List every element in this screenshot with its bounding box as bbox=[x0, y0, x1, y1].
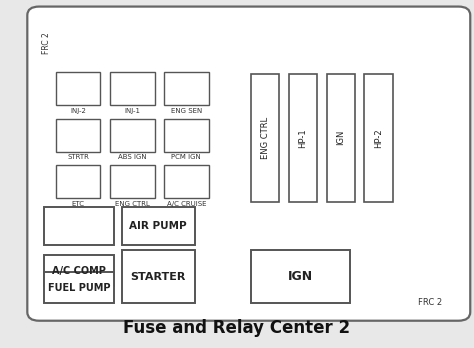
Text: ETC: ETC bbox=[72, 201, 84, 207]
Text: FRC 2: FRC 2 bbox=[42, 32, 51, 54]
Text: ENG CTRL: ENG CTRL bbox=[115, 201, 150, 207]
FancyBboxPatch shape bbox=[121, 207, 195, 245]
Text: STRTR: STRTR bbox=[67, 154, 89, 160]
Text: A/C CRUISE: A/C CRUISE bbox=[166, 201, 206, 207]
FancyBboxPatch shape bbox=[55, 165, 100, 198]
FancyBboxPatch shape bbox=[327, 74, 355, 201]
FancyBboxPatch shape bbox=[27, 7, 470, 321]
FancyBboxPatch shape bbox=[364, 74, 392, 201]
Text: AIR PUMP: AIR PUMP bbox=[129, 221, 187, 231]
Text: A/C COMP: A/C COMP bbox=[52, 266, 106, 276]
FancyBboxPatch shape bbox=[121, 250, 195, 303]
FancyBboxPatch shape bbox=[110, 165, 155, 198]
Text: ABS IGN: ABS IGN bbox=[118, 154, 146, 160]
FancyBboxPatch shape bbox=[251, 74, 279, 201]
FancyBboxPatch shape bbox=[251, 250, 350, 303]
Text: STARTER: STARTER bbox=[130, 272, 186, 282]
FancyBboxPatch shape bbox=[110, 119, 155, 152]
Text: FUEL PUMP: FUEL PUMP bbox=[48, 283, 110, 293]
FancyBboxPatch shape bbox=[44, 272, 115, 303]
Text: ENG SEN: ENG SEN bbox=[171, 108, 202, 114]
FancyBboxPatch shape bbox=[164, 165, 209, 198]
FancyBboxPatch shape bbox=[164, 119, 209, 152]
Text: PCM IGN: PCM IGN bbox=[172, 154, 201, 160]
Text: INJ-2: INJ-2 bbox=[70, 108, 86, 114]
FancyBboxPatch shape bbox=[110, 72, 155, 105]
FancyBboxPatch shape bbox=[164, 72, 209, 105]
FancyBboxPatch shape bbox=[55, 72, 100, 105]
Text: HP-2: HP-2 bbox=[374, 128, 383, 148]
Text: IGN: IGN bbox=[336, 130, 345, 145]
FancyBboxPatch shape bbox=[44, 255, 115, 286]
Text: INJ-1: INJ-1 bbox=[124, 108, 140, 114]
Text: Fuse and Relay Center 2: Fuse and Relay Center 2 bbox=[123, 319, 351, 337]
Text: ENG CTRL: ENG CTRL bbox=[261, 117, 270, 159]
Text: FRC 2: FRC 2 bbox=[418, 298, 442, 307]
FancyBboxPatch shape bbox=[55, 119, 100, 152]
FancyBboxPatch shape bbox=[289, 74, 317, 201]
FancyBboxPatch shape bbox=[44, 207, 115, 245]
Text: HP-1: HP-1 bbox=[299, 128, 308, 148]
Text: IGN: IGN bbox=[288, 270, 313, 283]
